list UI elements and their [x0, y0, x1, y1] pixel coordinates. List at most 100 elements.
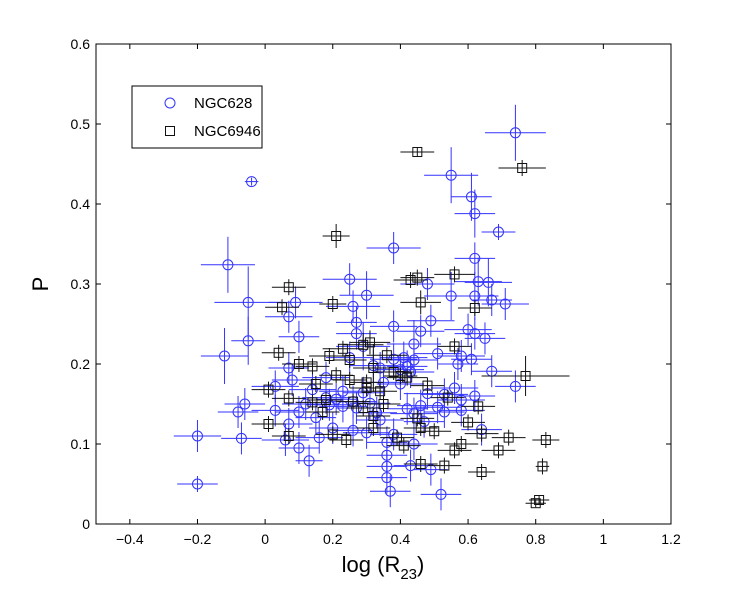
marker-circle-ngc628	[191, 478, 203, 490]
legend-label-ngc628: NGC628	[194, 95, 252, 112]
marker-square-ngc6946	[331, 231, 342, 241]
marker-circle-ngc628	[330, 393, 342, 405]
marker-circle-ngc628	[486, 294, 498, 306]
marker-square-ngc6946	[412, 147, 423, 157]
marker-circle-ngc628	[310, 412, 322, 424]
marker-square-ngc6946	[283, 393, 294, 404]
marker-square-ngc6946	[293, 359, 304, 369]
data-point-ngc6946	[430, 389, 465, 406]
data-point-ngc6946	[295, 358, 330, 375]
marker-circle-ngc628	[286, 374, 298, 386]
marker-square-ngc6946	[283, 282, 294, 293]
marker-circle-ngc628	[493, 226, 504, 238]
marker-square-ngc6946	[283, 431, 294, 441]
data-point-ngc6946	[403, 456, 438, 472]
marker-circle-ngc628	[222, 259, 234, 271]
marker-square-ngc6946	[422, 380, 433, 391]
data-point-ngc6946	[319, 296, 347, 312]
data-point-ngc6946	[349, 330, 391, 355]
marker-square-ngc6946	[263, 384, 274, 395]
marker-square-ngc6946	[456, 439, 467, 449]
data-point-ngc6946	[336, 393, 370, 410]
data-point-ngc6946	[525, 498, 546, 509]
data-point-ngc6946	[265, 299, 299, 316]
data-point-ngc628	[244, 176, 259, 188]
marker-square-ngc6946	[307, 361, 318, 372]
data-point-ngc6946	[305, 404, 340, 420]
data-point-ngc6946	[427, 457, 462, 474]
marker-square-ngc6946	[415, 423, 426, 433]
marker-square-ngc6946	[324, 351, 335, 361]
x-tick-label: 0.6	[458, 531, 478, 547]
marker-square-ngc6946	[520, 371, 531, 381]
y-tick-label: 0.3	[71, 276, 91, 292]
data-point-ngc628	[481, 288, 529, 320]
data-point-ngc628	[454, 189, 496, 238]
marker-circle-ngc628	[242, 335, 254, 347]
marker-circle-ngc628	[219, 350, 231, 362]
marker-square-ngc6946	[361, 383, 372, 393]
marker-circle-ngc628	[191, 430, 203, 442]
marker-circle-ngc628	[313, 432, 325, 444]
marker-circle-ngc628	[293, 331, 305, 343]
marker-circle-ngc628	[388, 242, 400, 254]
data-point-ngc6946	[400, 290, 441, 315]
data-point-ngc6946	[464, 425, 499, 442]
marker-circle-ngc628	[405, 460, 417, 472]
data-point-ngc628	[251, 394, 299, 427]
marker-square-ngc6946	[364, 337, 375, 348]
data-point-ngc628	[369, 310, 418, 343]
data-point-ngc628	[397, 315, 445, 348]
data-point-ngc628	[221, 422, 262, 455]
marker-square-ngc6946	[358, 403, 369, 413]
marker-square-ngc6946	[344, 375, 355, 385]
marker-circle-ngc628	[435, 488, 447, 500]
marker-square-ngc6946	[449, 445, 460, 456]
data-point-ngc6946	[481, 442, 516, 459]
marker-square-ngc6946	[327, 429, 338, 440]
marker-circle-ngc628	[269, 404, 281, 416]
marker-circle-ngc628	[425, 315, 437, 327]
data-point-ngc6946	[386, 369, 428, 386]
data-point-ngc628	[430, 372, 479, 404]
data-point-ngc628	[424, 147, 479, 204]
marker-circle-ngc628	[239, 398, 251, 410]
y-tick-label: 0.2	[71, 356, 91, 372]
data-point-ngc6946	[491, 429, 526, 446]
data-point-ngc6946	[498, 160, 546, 176]
marker-circle-ngc628	[283, 362, 295, 374]
data-point-ngc6946	[434, 266, 475, 283]
marker-square-ngc6946	[537, 461, 548, 472]
data-point-ngc628	[339, 271, 394, 320]
data-point-ngc6946	[332, 352, 367, 368]
marker-circle-ngc628	[384, 485, 396, 497]
data-point-ngc628	[397, 389, 445, 422]
data-point-ngc6946	[309, 392, 343, 408]
marker-circle-ngc628	[388, 428, 400, 440]
marker-circle-ngc628	[303, 455, 315, 467]
data-point-ngc628	[369, 475, 411, 508]
data-point-ngc6946	[461, 398, 496, 415]
data-point-ngc6946	[329, 432, 364, 448]
marker-circle-ngc628	[415, 400, 427, 412]
marker-square-ngc6946	[327, 299, 338, 309]
data-point-ngc628	[464, 258, 513, 307]
data-point-ngc6946	[437, 442, 472, 459]
data-point-ngc6946	[271, 390, 306, 407]
data-point-ngc6946	[532, 432, 560, 448]
x-axis-label-main: log (R	[342, 552, 401, 577]
marker-circle-ngc628	[509, 127, 521, 139]
legend-marker-ngc628	[164, 97, 176, 109]
marker-square-ngc6946	[439, 460, 450, 471]
legend: NGC628 NGC6946	[131, 85, 263, 149]
data-point-ngc6946	[363, 383, 398, 400]
marker-square-ngc6946	[503, 432, 514, 443]
marker-square-ngc6946	[517, 163, 528, 173]
marker-square-ngc6946	[273, 347, 284, 358]
marker-circle-ngc628	[347, 300, 359, 312]
marker-circle-ngc628	[418, 416, 430, 428]
marker-square-ngc6946	[415, 459, 426, 469]
data-point-ngc6946	[417, 423, 452, 440]
marker-square-ngc6946	[405, 275, 416, 285]
marker-square-ngc6946	[412, 272, 423, 283]
